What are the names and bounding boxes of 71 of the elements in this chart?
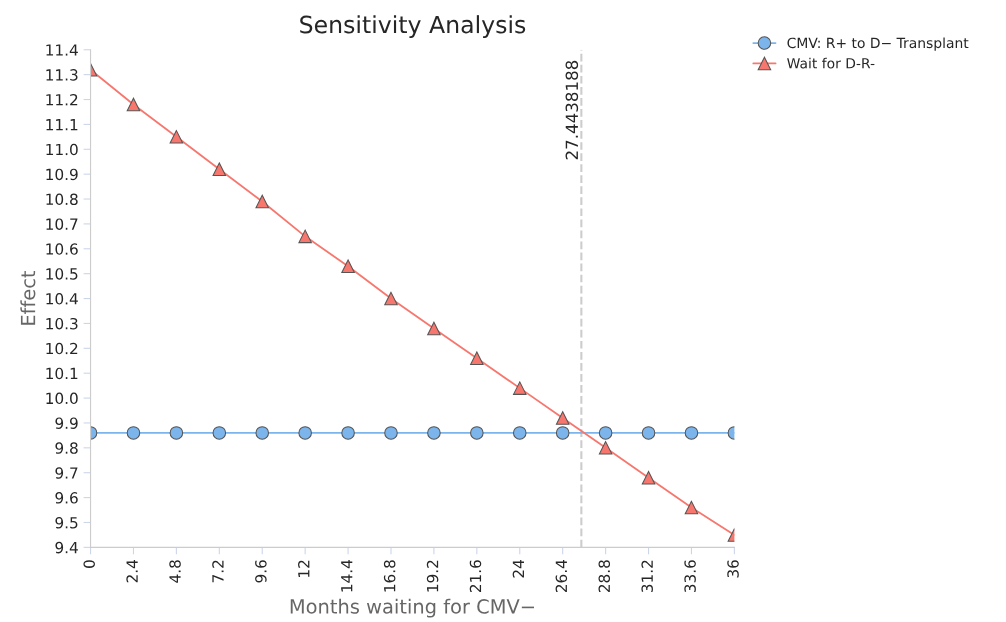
y-tick-label: 9.9 <box>55 417 78 429</box>
legend-label: CMV: R+ to D− Transplant <box>787 37 969 51</box>
point <box>169 426 184 440</box>
point <box>513 426 527 440</box>
point <box>684 500 699 515</box>
x-tick-label: 21.6 <box>469 560 482 593</box>
y-tick-label: 11.3 <box>46 69 78 81</box>
point <box>384 291 398 306</box>
point <box>555 411 570 425</box>
x-tick-label: 36 <box>727 560 739 578</box>
x-tick-label: 26.4 <box>555 560 568 593</box>
y-tick-label: 10.2 <box>46 342 78 355</box>
point <box>298 426 312 440</box>
y-tick-label: 11.2 <box>46 93 78 106</box>
point <box>384 426 398 440</box>
x-tick-label: 12 <box>298 560 310 577</box>
point <box>470 426 484 440</box>
x-tick-label: 2.4 <box>126 560 138 583</box>
y-tick-label: 10.5 <box>46 268 78 280</box>
point <box>212 426 227 440</box>
point <box>598 426 613 440</box>
y-tick-label: 9.4 <box>55 541 78 554</box>
y-tick-label: 11.0 <box>46 143 78 156</box>
point <box>641 470 656 485</box>
x-tick-label: 9.6 <box>255 560 267 583</box>
point <box>470 351 484 366</box>
ref-line-label: 27.4438188 <box>565 60 579 160</box>
y-tick-label: 10.8 <box>46 193 78 206</box>
y-tick-label: 9.5 <box>55 516 78 529</box>
y-tick-label: 10.0 <box>46 392 78 405</box>
point <box>126 97 141 112</box>
y-tick-label: 10.1 <box>46 367 78 380</box>
y-tick-label: 9.8 <box>55 442 78 454</box>
point <box>684 426 699 440</box>
legend-label: Wait for D-R- <box>787 57 875 69</box>
point <box>427 321 441 336</box>
x-tick-label: 33.6 <box>684 560 696 593</box>
x-tick-label: 14.4 <box>341 560 353 592</box>
y-tick-label: 11.4 <box>46 44 78 56</box>
y-tick-label: 9.6 <box>55 492 78 504</box>
point <box>255 426 269 440</box>
x-tick-label: 24 <box>512 560 524 578</box>
y-tick-label: 10.4 <box>46 293 78 305</box>
chart-title: Sensitivity Analysis <box>300 15 526 38</box>
point <box>298 229 312 244</box>
x-tick-label: 7.2 <box>212 560 224 583</box>
y-tick-label: 10.6 <box>46 243 78 255</box>
point <box>126 426 141 440</box>
y-tick-label: 10.9 <box>46 168 78 181</box>
x-tick-label: 0 <box>83 560 95 568</box>
point <box>598 441 613 455</box>
point <box>212 162 227 176</box>
point <box>169 130 184 144</box>
y-tick-label: 11.1 <box>46 119 78 131</box>
x-axis-title: Months waiting for CMV− <box>290 598 535 618</box>
y-tick-label: 9.7 <box>55 467 78 479</box>
y-tick-label: 10.7 <box>46 218 78 230</box>
y-axis-title: Effect <box>20 270 36 325</box>
y-tick-label: 10.3 <box>46 317 78 330</box>
point <box>427 426 441 440</box>
x-tick-label: 4.8 <box>169 560 181 583</box>
x-tick-label: 19.2 <box>426 560 439 592</box>
x-tick-label: 28.8 <box>598 560 611 593</box>
x-tick-label: 16.8 <box>383 560 396 592</box>
x-tick-label: 31.2 <box>641 560 653 593</box>
point <box>513 381 527 395</box>
point <box>555 426 570 440</box>
point <box>641 426 656 440</box>
point <box>341 259 355 273</box>
point <box>341 426 355 440</box>
point <box>255 194 269 209</box>
